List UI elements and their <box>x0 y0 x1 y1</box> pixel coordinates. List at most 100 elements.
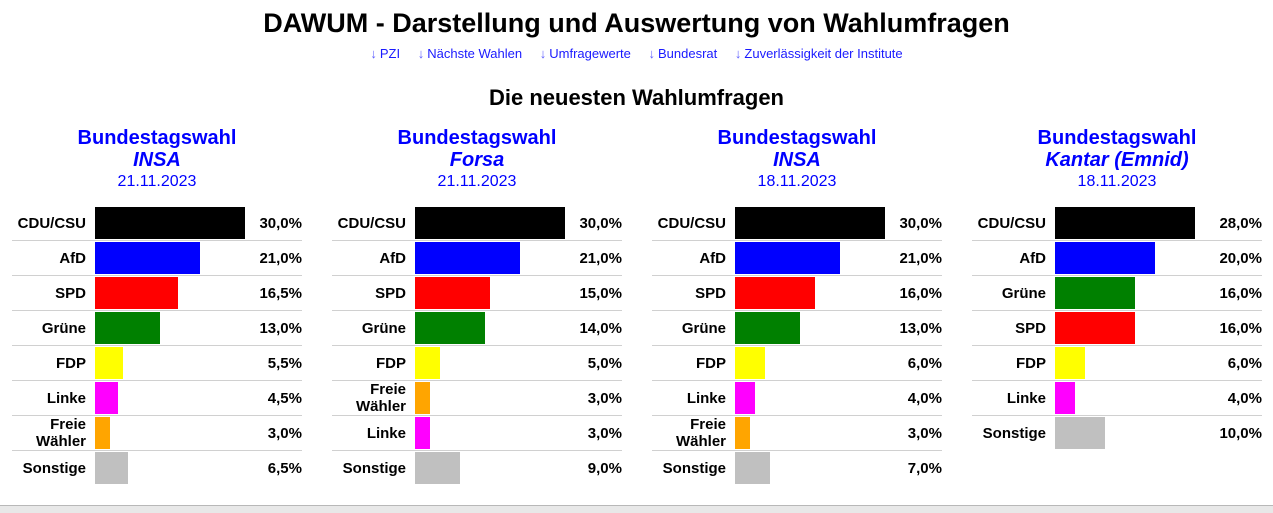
party-bar <box>415 242 520 274</box>
party-label: Grüne <box>361 319 406 337</box>
party-row: FDP 6,0% <box>972 346 1262 381</box>
party-label: Sonstige <box>982 424 1046 442</box>
party-value: 30,0% <box>899 214 942 232</box>
party-value: 7,0% <box>907 459 942 477</box>
nav-link-bundesrat[interactable]: ↓ Bundesrat <box>649 46 718 61</box>
party-label: Linke <box>366 424 406 442</box>
party-label: SPD <box>375 284 406 302</box>
arrow-down-icon: ↓ <box>417 46 425 61</box>
party-label: Grüne <box>41 319 86 337</box>
party-label: Sonstige <box>22 459 86 477</box>
nav-label: PZI <box>379 46 401 61</box>
party-label: FDP <box>1016 354 1046 372</box>
party-row: Grüne 14,0% <box>332 311 622 346</box>
poll-header[interactable]: Bundestagswahl INSA 18.11.2023 <box>652 127 942 192</box>
party-row: AfD 20,0% <box>972 241 1262 276</box>
election-name[interactable]: Bundestagswahl <box>1037 127 1197 149</box>
poll-panel: Bundestagswahl Kantar (Emnid) 18.11.2023… <box>972 127 1262 449</box>
party-value: 16,0% <box>1219 284 1262 302</box>
party-value: 20,0% <box>1219 249 1262 267</box>
party-row: Freie Wähler 3,0% <box>332 381 622 416</box>
party-value: 21,0% <box>899 249 942 267</box>
party-value: 6,5% <box>267 459 302 477</box>
party-value: 16,0% <box>1219 319 1262 337</box>
party-bar <box>1055 312 1135 344</box>
election-name[interactable]: Bundestagswahl <box>77 127 237 149</box>
party-bar <box>1055 382 1075 414</box>
party-label: AfD <box>379 249 406 267</box>
party-label: Freie Wähler <box>35 416 86 450</box>
institute-name[interactable]: INSA <box>773 149 821 171</box>
poll-panel: Bundestagswahl Forsa 21.11.2023 CDU/CSU … <box>332 127 622 484</box>
poll-panel: Bundestagswahl INSA 18.11.2023 CDU/CSU 3… <box>652 127 942 484</box>
party-value: 3,0% <box>587 424 622 442</box>
party-value: 5,0% <box>587 354 622 372</box>
party-value: 30,0% <box>579 214 622 232</box>
nav-label: Zuverlässigkeit der Institute <box>744 46 903 61</box>
party-row: SPD 16,0% <box>652 276 942 311</box>
party-value: 28,0% <box>1219 214 1262 232</box>
party-bar <box>415 452 460 484</box>
election-name[interactable]: Bundestagswahl <box>397 127 557 149</box>
poll-panel: Bundestagswahl INSA 21.11.2023 CDU/CSU 3… <box>12 127 302 484</box>
party-row: Grüne 13,0% <box>652 311 942 346</box>
party-value: 4,5% <box>267 389 302 407</box>
party-value: 6,0% <box>907 354 942 372</box>
party-value: 10,0% <box>1219 424 1262 442</box>
party-row: Linke 4,0% <box>972 381 1262 416</box>
party-bar <box>735 417 750 449</box>
party-value: 21,0% <box>259 249 302 267</box>
party-label: FDP <box>696 354 726 372</box>
party-bar <box>95 347 123 379</box>
party-bar <box>735 242 840 274</box>
party-bar <box>95 277 178 309</box>
arrow-down-icon: ↓ <box>539 46 547 61</box>
poll-header[interactable]: Bundestagswahl Forsa 21.11.2023 <box>332 127 622 192</box>
party-label: FDP <box>376 354 406 372</box>
party-label: CDU/CSU <box>337 214 406 232</box>
nav-link-pzi[interactable]: ↓ PZI <box>370 46 400 61</box>
poll-rows: CDU/CSU 28,0% AfD 20,0% Grüne 16,0% SPD 16,… <box>972 206 1262 451</box>
arrow-down-icon: ↓ <box>734 46 742 61</box>
party-bar <box>415 347 440 379</box>
nav-link-naechste-wahlen[interactable]: ↓ Nächste Wahlen <box>418 46 522 61</box>
party-label: Freie Wähler <box>355 381 406 415</box>
party-row: FDP 5,0% <box>332 346 622 381</box>
party-label: Linke <box>686 389 726 407</box>
institute-name[interactable]: Forsa <box>449 149 505 171</box>
party-row: AfD 21,0% <box>332 241 622 276</box>
party-label: Grüne <box>681 319 726 337</box>
party-label: SPD <box>1015 319 1046 337</box>
party-label: Linke <box>1006 389 1046 407</box>
poll-rows: CDU/CSU 30,0% AfD 21,0% SPD 16,5% Grüne 13,… <box>12 206 302 486</box>
institute-name[interactable]: INSA <box>133 149 181 171</box>
election-name[interactable]: Bundestagswahl <box>717 127 877 149</box>
party-bar <box>735 207 885 239</box>
poll-header[interactable]: Bundestagswahl INSA 21.11.2023 <box>12 127 302 192</box>
arrow-down-icon: ↓ <box>648 46 656 61</box>
poll-rows: CDU/CSU 30,0% AfD 21,0% SPD 16,0% Grüne 13,… <box>652 206 942 486</box>
party-value: 21,0% <box>579 249 622 267</box>
party-row: CDU/CSU 30,0% <box>652 206 942 241</box>
party-bar <box>735 312 800 344</box>
party-label: SPD <box>695 284 726 302</box>
nav-link-zuverlaessigkeit[interactable]: ↓ Zuverlässigkeit der Institute <box>735 46 903 61</box>
party-row: FDP 5,5% <box>12 346 302 381</box>
party-bar <box>415 382 430 414</box>
party-row: Linke 3,0% <box>332 416 622 451</box>
institute-name[interactable]: Kantar (Emnid) <box>1045 149 1189 171</box>
party-bar <box>95 207 245 239</box>
party-bar <box>1055 242 1155 274</box>
party-label: CDU/CSU <box>977 214 1046 232</box>
party-row: SPD 16,5% <box>12 276 302 311</box>
party-bar <box>735 382 755 414</box>
party-value: 9,0% <box>587 459 622 477</box>
party-label: AfD <box>1019 249 1046 267</box>
party-bar <box>95 382 118 414</box>
bottom-scrollbar[interactable] <box>0 505 1273 513</box>
party-value: 3,0% <box>907 424 942 442</box>
poll-header[interactable]: Bundestagswahl Kantar (Emnid) 18.11.2023 <box>972 127 1262 192</box>
nav-link-umfragewerte[interactable]: ↓ Umfragewerte <box>540 46 631 61</box>
party-row: CDU/CSU 28,0% <box>972 206 1262 241</box>
party-label: SPD <box>55 284 86 302</box>
